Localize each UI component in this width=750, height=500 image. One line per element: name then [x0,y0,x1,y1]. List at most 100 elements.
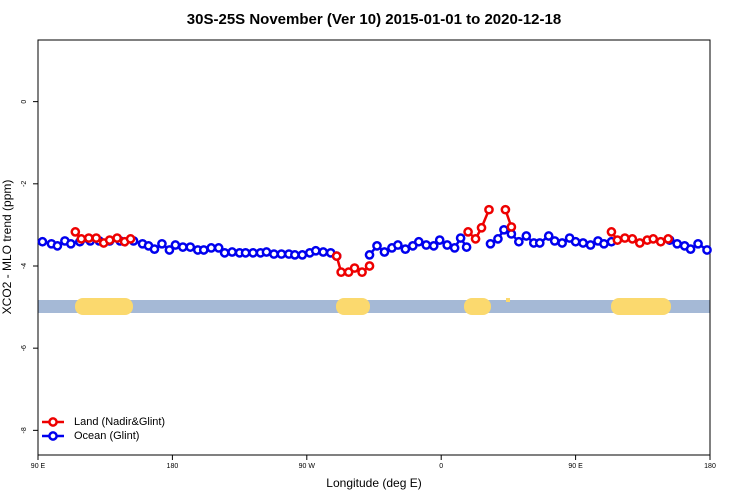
data-point [663,234,674,244]
data-point [248,247,258,258]
data-point [112,233,122,243]
chart-title: 30S-25S November (Ver 10) 2015-01-01 to … [187,11,561,28]
data-point [400,244,411,254]
data-point [702,245,712,255]
data-point [83,233,94,243]
data-point [70,227,81,237]
data-point [557,238,568,248]
data-point [357,267,367,278]
legend-swatch [48,417,58,427]
data-point [549,236,560,246]
y-tick-label: 0 [21,100,28,104]
data-point [297,250,308,260]
data-point [620,233,630,243]
data-point [310,245,321,256]
data-point [364,261,375,271]
data-point [578,238,588,248]
data-point [543,231,554,241]
y-tick-label: -8 [21,427,28,433]
x-tick-label: 180 [704,463,716,470]
data-point [149,244,160,254]
data-point [331,251,342,261]
data-point [269,249,279,259]
x-tick-label: 0 [439,463,443,470]
data-point [37,236,48,247]
data-point [693,238,703,249]
legend-label: Land (Nadir&Glint) [74,416,165,428]
data-point [455,233,466,243]
data-point [500,204,511,215]
data-point [627,234,638,244]
data-point [185,242,196,252]
series-line [467,209,491,241]
y-tick-label: -6 [21,345,28,351]
data-point [91,233,102,243]
data-point [534,238,545,248]
land-strip [506,298,510,302]
data-point [290,250,300,260]
legend-swatch [48,431,58,441]
data-point [463,227,473,237]
data-point [449,243,460,253]
data-point [393,240,403,250]
data-point [570,236,581,247]
data-point [219,247,230,258]
data-point [198,245,209,255]
data-point [428,241,439,251]
data-point [318,247,329,257]
data-point [514,236,524,247]
data-point [227,247,237,257]
data-point [585,240,596,250]
data-point [599,238,609,249]
data-point [349,263,360,273]
data-point [493,234,503,244]
data-point [157,238,167,249]
data-point [76,234,87,244]
data-point [413,236,424,247]
data-point [336,267,346,278]
data-point [52,241,63,251]
legend-label: Ocean (Glint) [74,430,139,442]
data-point [476,222,487,233]
x-tick-label: 180 [167,463,179,470]
y-tick-label: -4 [21,263,28,269]
data-point [685,244,696,254]
ocean-strip [38,300,710,313]
data-point [442,240,453,250]
data-point [434,235,445,245]
data-point [648,234,659,244]
x-tick-label: 90 E [568,463,583,470]
data-point [240,247,251,258]
data-point [506,222,517,232]
land-strip [75,298,133,315]
data-point [485,238,496,249]
data-point [261,247,272,257]
data-point [461,242,472,252]
x-tick-label: 90 W [299,463,316,470]
data-point [364,250,375,260]
data-point [372,241,382,251]
data-point [655,236,666,247]
land-strip [464,298,491,315]
data-point [104,235,115,245]
data-point [484,204,494,215]
data-point [672,238,682,249]
land-strip [611,298,671,315]
y-axis-label: XCO2 - MLO trend (ppm) [0,180,14,315]
data-point [206,243,217,253]
y-tick-label: -2 [21,181,28,187]
land-band [38,298,710,315]
data-point [66,238,76,249]
data-point [178,242,188,252]
data-point [276,249,287,259]
data-point [164,245,175,255]
data-point [612,235,623,245]
data-point [470,234,481,244]
data-point [379,247,390,257]
land-strip [336,298,370,315]
data-point [606,227,617,237]
data-point [499,224,509,235]
data-point [170,240,181,250]
data-point [213,243,224,253]
